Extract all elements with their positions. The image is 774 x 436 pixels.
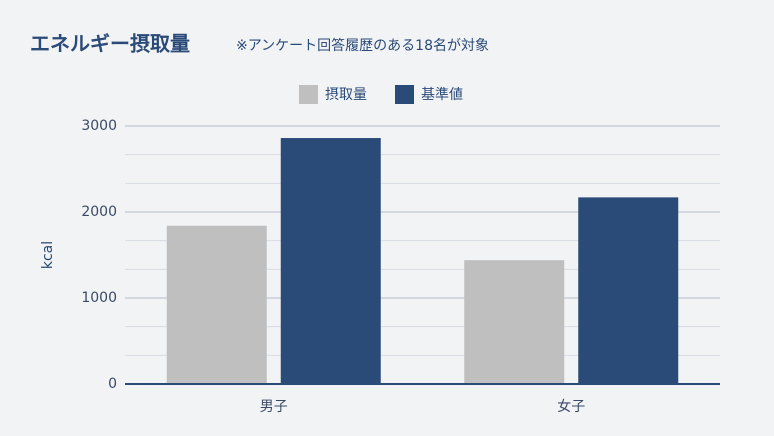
- x-tick-label: 女子: [557, 398, 585, 415]
- chart-subtitle: ※アンケート回答履歴のある18名が対象: [236, 37, 489, 54]
- bar: [166, 225, 267, 384]
- bar: [464, 260, 565, 384]
- legend-swatch: [299, 85, 318, 104]
- y-tick-label: 0: [108, 376, 117, 392]
- y-axis-label: kcal: [40, 241, 56, 269]
- legend-label: 摂取量: [325, 87, 367, 103]
- chart-title: エネルギー摂取量: [30, 32, 190, 56]
- y-tick-label: 3000: [81, 118, 117, 134]
- x-tick-label: 男子: [260, 399, 288, 415]
- legend-label: 基準値: [421, 86, 463, 103]
- bar: [280, 138, 381, 384]
- y-tick-label: 2000: [81, 204, 117, 220]
- y-tick-label: 1000: [81, 290, 117, 306]
- legend-swatch: [395, 85, 414, 104]
- bar: [578, 197, 679, 384]
